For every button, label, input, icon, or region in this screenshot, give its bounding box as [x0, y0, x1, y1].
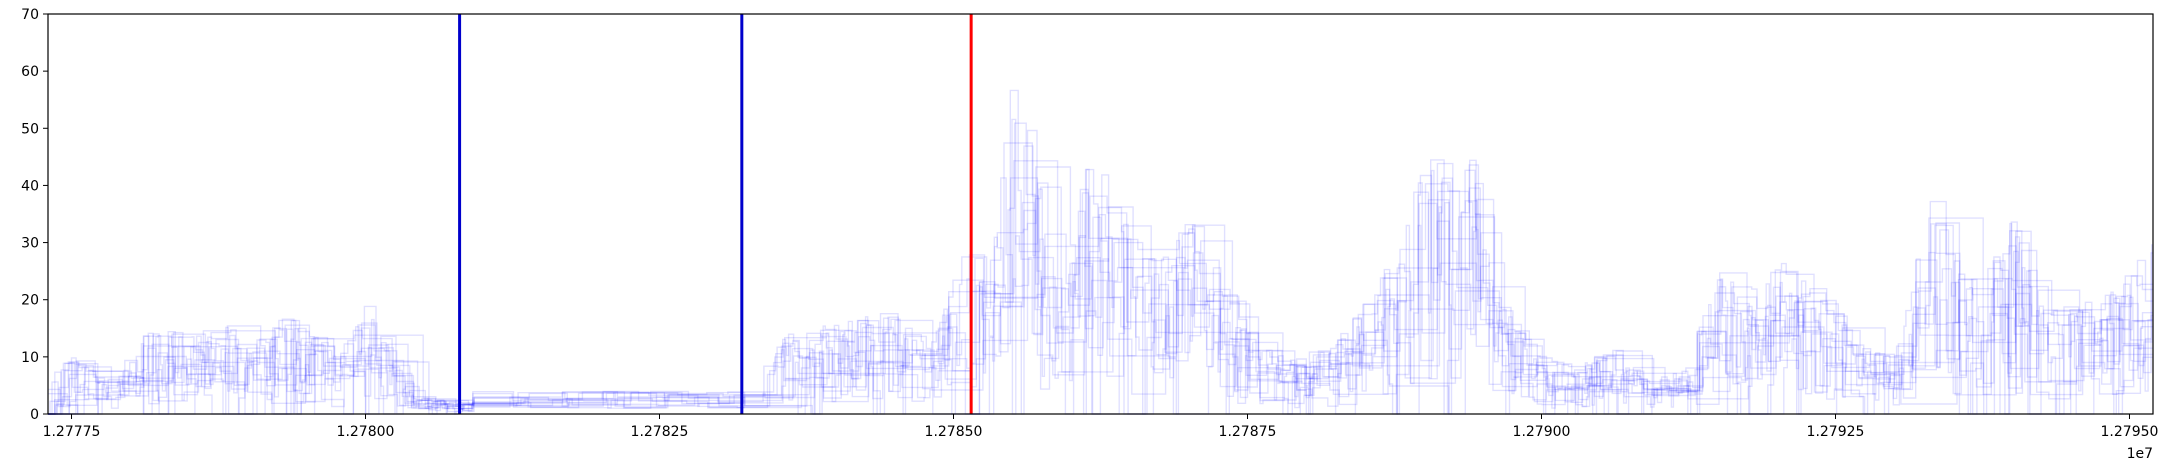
series-trace [48, 159, 2153, 415]
x-tick-label: 1.27950 [2101, 424, 2159, 440]
x-tick-label: 1.27800 [337, 424, 395, 440]
x-axis: 1.27775 1.27800 1.27825 1.27850 1.27875 1.279… [43, 414, 2159, 440]
series-trace [48, 160, 2153, 415]
series-trace [48, 89, 2153, 415]
y-tick-label: 30 [21, 236, 39, 252]
y-axis: 0 10 20 30 40 50 60 70 [21, 7, 48, 423]
series-trace [48, 162, 2153, 415]
series-trace [48, 192, 2153, 415]
series-trace [48, 142, 2153, 415]
series-trace [48, 177, 2153, 415]
marker-lines [458, 14, 973, 414]
y-tick-label: 60 [21, 64, 39, 80]
x-tick-label: 1.27900 [1513, 424, 1571, 440]
y-tick-label: 20 [21, 293, 39, 309]
y-tick-label: 0 [30, 407, 39, 423]
series-trace [48, 159, 2153, 415]
y-tick-label: 40 [21, 178, 39, 194]
series-trace [48, 145, 2153, 415]
series-trace [48, 188, 2153, 415]
series-trace [48, 168, 2153, 415]
x-tick-label: 1.27825 [631, 424, 689, 440]
series-trace [48, 122, 2153, 415]
y-tick-label: 70 [21, 7, 39, 23]
series-trace [48, 181, 2153, 415]
series-trace [48, 118, 2153, 415]
plot-frame [47, 13, 2154, 415]
series-trace [48, 129, 2153, 415]
series-traces [48, 89, 2153, 415]
y-tick-label: 10 [21, 350, 39, 366]
y-tick-label: 50 [21, 121, 39, 137]
x-tick-label: 1.27775 [43, 424, 101, 440]
x-offset-label: 1e7 [2127, 446, 2153, 462]
x-tick-label: 1.27875 [1219, 424, 1277, 440]
x-tick-label: 1.27850 [925, 424, 983, 440]
x-tick-label: 1.27925 [1807, 424, 1865, 440]
